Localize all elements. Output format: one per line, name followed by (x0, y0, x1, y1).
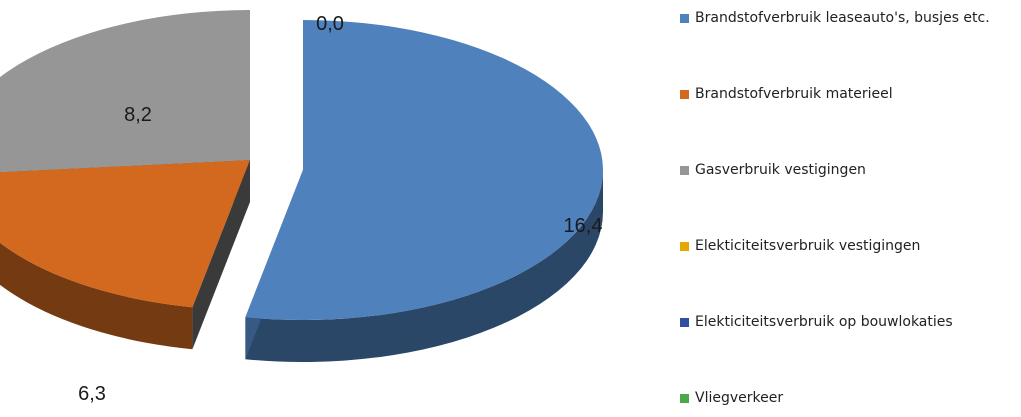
pie-slice-sides (0, 170, 604, 362)
legend-item: Elekticiteitsverbruik op bouwlokaties (680, 314, 953, 330)
legend-label: Vliegverkeer (695, 390, 784, 406)
legend-label: Brandstofverbruik leaseauto's, busjes et… (695, 10, 990, 26)
legend-label: Elekticiteitsverbruik op bouwlokaties (695, 314, 953, 330)
legend-swatch (680, 241, 689, 251)
data-labels: 16,4 6,3 8,2 0,0 (78, 13, 602, 405)
legend-item: Brandstofverbruik leaseauto's, busjes et… (680, 10, 990, 26)
legend-swatch (680, 13, 689, 23)
legend-label: Elekticiteitsverbruik vestigingen (695, 238, 921, 254)
legend-swatch (680, 317, 689, 327)
slice-2-top (0, 160, 250, 308)
data-label-3: 8,2 (124, 104, 152, 126)
data-label-4: 0,0 (316, 13, 344, 35)
slice-1-side (245, 170, 604, 362)
legend-swatch (680, 89, 689, 99)
legend-label: Brandstofverbruik materieel (695, 86, 893, 102)
legend-swatch (680, 165, 689, 175)
pie-slice-tops (0, 10, 604, 320)
legend-item: Elekticiteitsverbruik vestigingen (680, 238, 920, 254)
legend-label: Gasverbruik vestigingen (695, 162, 866, 178)
data-label-2: 6,3 (78, 383, 106, 405)
slice-2-side (0, 242, 193, 350)
legend-item: Vliegverkeer (680, 390, 783, 406)
legend-item: Brandstofverbruik materieel (680, 86, 893, 102)
slice-1-top (245, 20, 604, 320)
slice-3-top (0, 10, 250, 173)
pie-chart: 16,4 6,3 8,2 0,0 (0, 10, 604, 405)
data-label-1: 16,4 (564, 215, 603, 237)
legend-item: Gasverbruik vestigingen (680, 162, 866, 178)
legend-swatch (680, 393, 689, 403)
slice-2-wall-1 (192, 160, 250, 350)
